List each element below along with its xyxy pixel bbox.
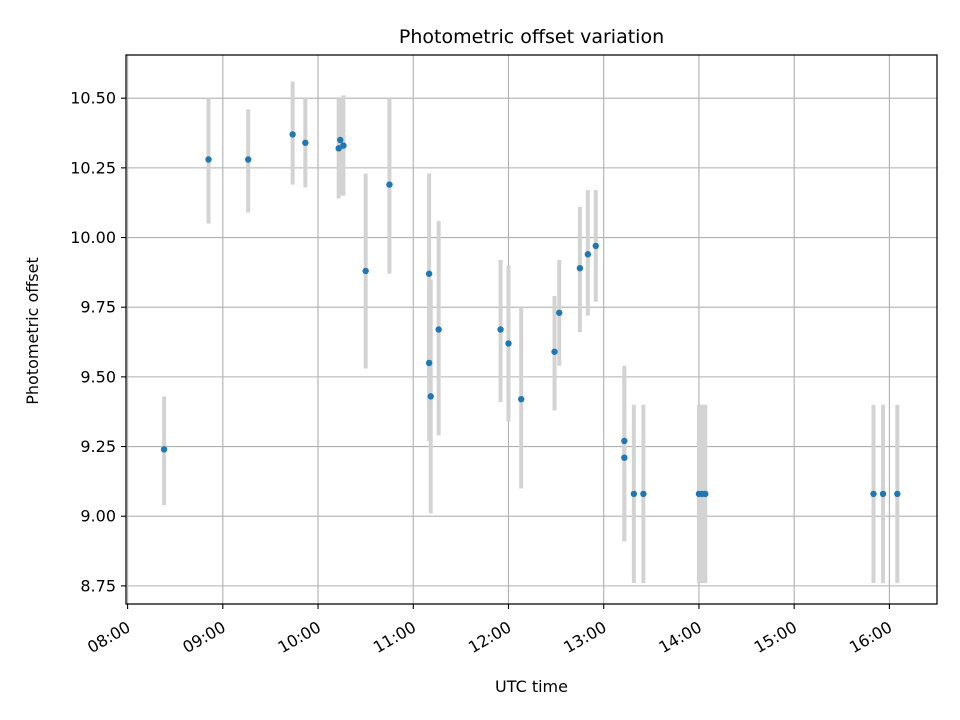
y-tick-label: 9.50 xyxy=(80,367,116,386)
y-tick-label: 10.50 xyxy=(70,89,116,108)
data-point xyxy=(592,242,599,250)
data-point xyxy=(630,490,638,498)
data-point xyxy=(497,326,504,333)
plot-frame xyxy=(125,54,938,605)
data-point xyxy=(551,348,558,355)
data-point xyxy=(245,156,252,163)
data-point xyxy=(427,393,434,400)
y-axis: 8.75 9.00 9.25 9.50 9.75 10.00 10.25 10.50 xyxy=(70,89,126,595)
data-point xyxy=(289,131,296,138)
data-point xyxy=(870,490,877,498)
data-point xyxy=(205,156,212,163)
data-point xyxy=(362,267,369,275)
data-point xyxy=(584,251,592,258)
data-point xyxy=(340,142,347,149)
data-point xyxy=(425,270,433,277)
data-point xyxy=(505,340,512,347)
data-point xyxy=(894,490,901,498)
data-point xyxy=(621,437,628,445)
data-point xyxy=(335,145,342,152)
data-point xyxy=(621,454,628,461)
y-axis-label: Photometric offset xyxy=(23,257,42,405)
x-axis-label: UTC time xyxy=(495,677,568,696)
data-point xyxy=(425,359,433,367)
data-point xyxy=(160,446,168,453)
data-point xyxy=(386,181,393,188)
chart-title: Photometric offset variation xyxy=(399,26,664,48)
y-tick-label: 8.75 xyxy=(80,576,116,595)
data-point xyxy=(576,264,584,272)
data-point xyxy=(337,136,344,144)
grid-layer xyxy=(126,55,937,604)
data-point xyxy=(640,490,647,498)
data-point xyxy=(302,139,309,146)
y-tick-label: 9.75 xyxy=(80,298,116,317)
y-tick-label: 9.25 xyxy=(80,437,116,456)
y-tick-label: 9.00 xyxy=(80,507,116,526)
y-tick-label: 10.00 xyxy=(70,228,116,247)
data-point xyxy=(435,326,442,333)
data-point xyxy=(879,490,887,498)
data-point xyxy=(517,395,525,403)
point-layer xyxy=(160,131,901,498)
data-point xyxy=(702,490,709,498)
y-tick-label: 10.25 xyxy=(70,158,116,177)
data-point xyxy=(556,309,563,316)
